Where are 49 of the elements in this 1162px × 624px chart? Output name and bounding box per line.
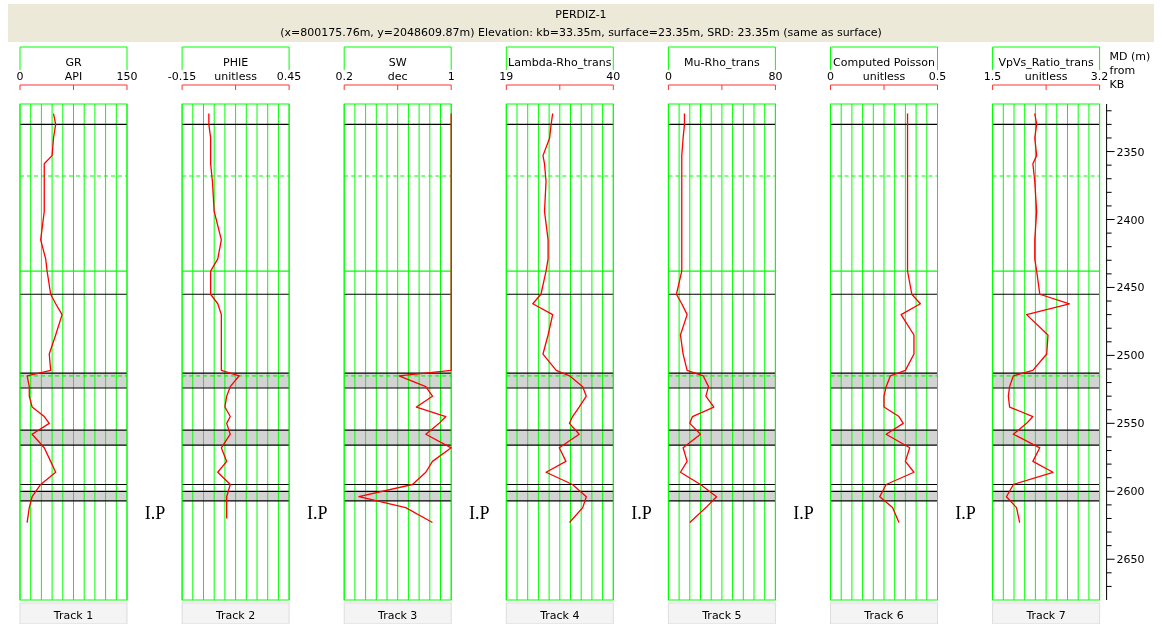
text: Track 1: [52, 609, 94, 622]
x-tick-label: 19: [499, 70, 514, 83]
x-tick-label: 1.5: [983, 70, 1002, 83]
x-tick-label: 0.2: [335, 70, 353, 83]
x-axis-title: unitless: [1024, 70, 1068, 83]
x-axis-title: dec: [387, 70, 408, 83]
x-tick-label: 80: [768, 70, 783, 83]
x-tick-label: 0: [664, 70, 672, 83]
text: PERDIZ-1: [555, 8, 607, 21]
chart-title: Computed Poisson: [833, 56, 935, 69]
y-tick-label: 2350: [1116, 145, 1145, 159]
y-tick-label: 2450: [1116, 281, 1145, 295]
text: Track 5: [701, 609, 742, 622]
text: Track 3: [377, 609, 418, 622]
text: I.P: [793, 502, 814, 523]
x-tick-label: -0.15: [167, 70, 197, 83]
text: Track 6: [863, 609, 904, 622]
text: I.P: [631, 502, 652, 523]
text: I.P: [955, 502, 976, 523]
x-tick-label: 150: [116, 70, 138, 83]
text: Track 7: [1025, 609, 1066, 622]
x-tick-label: 0: [827, 70, 834, 83]
y-tick-label: 2400: [1116, 213, 1145, 227]
x-tick-label: 0.45: [276, 70, 302, 83]
chart-title: Lambda-Rho_trans: [508, 56, 612, 69]
text: (x=800175.76m, y=2048609.87m) Elevation: kb=33.35m, surface=23.35m, SRD: 23.35m (same as surface): [280, 26, 882, 39]
chart-title: PHIE: [223, 56, 249, 69]
x-tick-label: 3.2: [1090, 70, 1109, 83]
chart-title: VpVs_Ratio_trans: [998, 56, 1094, 69]
text: I.P: [144, 502, 166, 523]
text: Track 2: [214, 609, 256, 622]
chart-title: GR: [65, 56, 82, 69]
chart-title: SW: [388, 56, 407, 69]
x-axis-title: unitless: [862, 70, 906, 83]
y-tick-label: 2500: [1116, 349, 1145, 363]
y-axis-title: MD (m) from KB: [1109, 50, 1151, 91]
x-axis-title: API: [64, 70, 83, 83]
x-axis-title: unitless: [214, 70, 258, 83]
y-tick-label: 2550: [1116, 417, 1145, 431]
text: Track 4: [539, 609, 580, 622]
y-tick-label: 2600: [1116, 485, 1145, 499]
y-tick-label: 2650: [1116, 553, 1145, 567]
x-tick-label: 40: [606, 70, 621, 83]
text: I.P: [469, 502, 490, 523]
x-tick-label: 0: [16, 70, 24, 83]
x-tick-label: 0.5: [928, 70, 947, 83]
x-tick-label: 1: [447, 70, 455, 83]
chart-title: Mu-Rho_trans: [684, 56, 760, 69]
text: I.P: [306, 502, 328, 523]
